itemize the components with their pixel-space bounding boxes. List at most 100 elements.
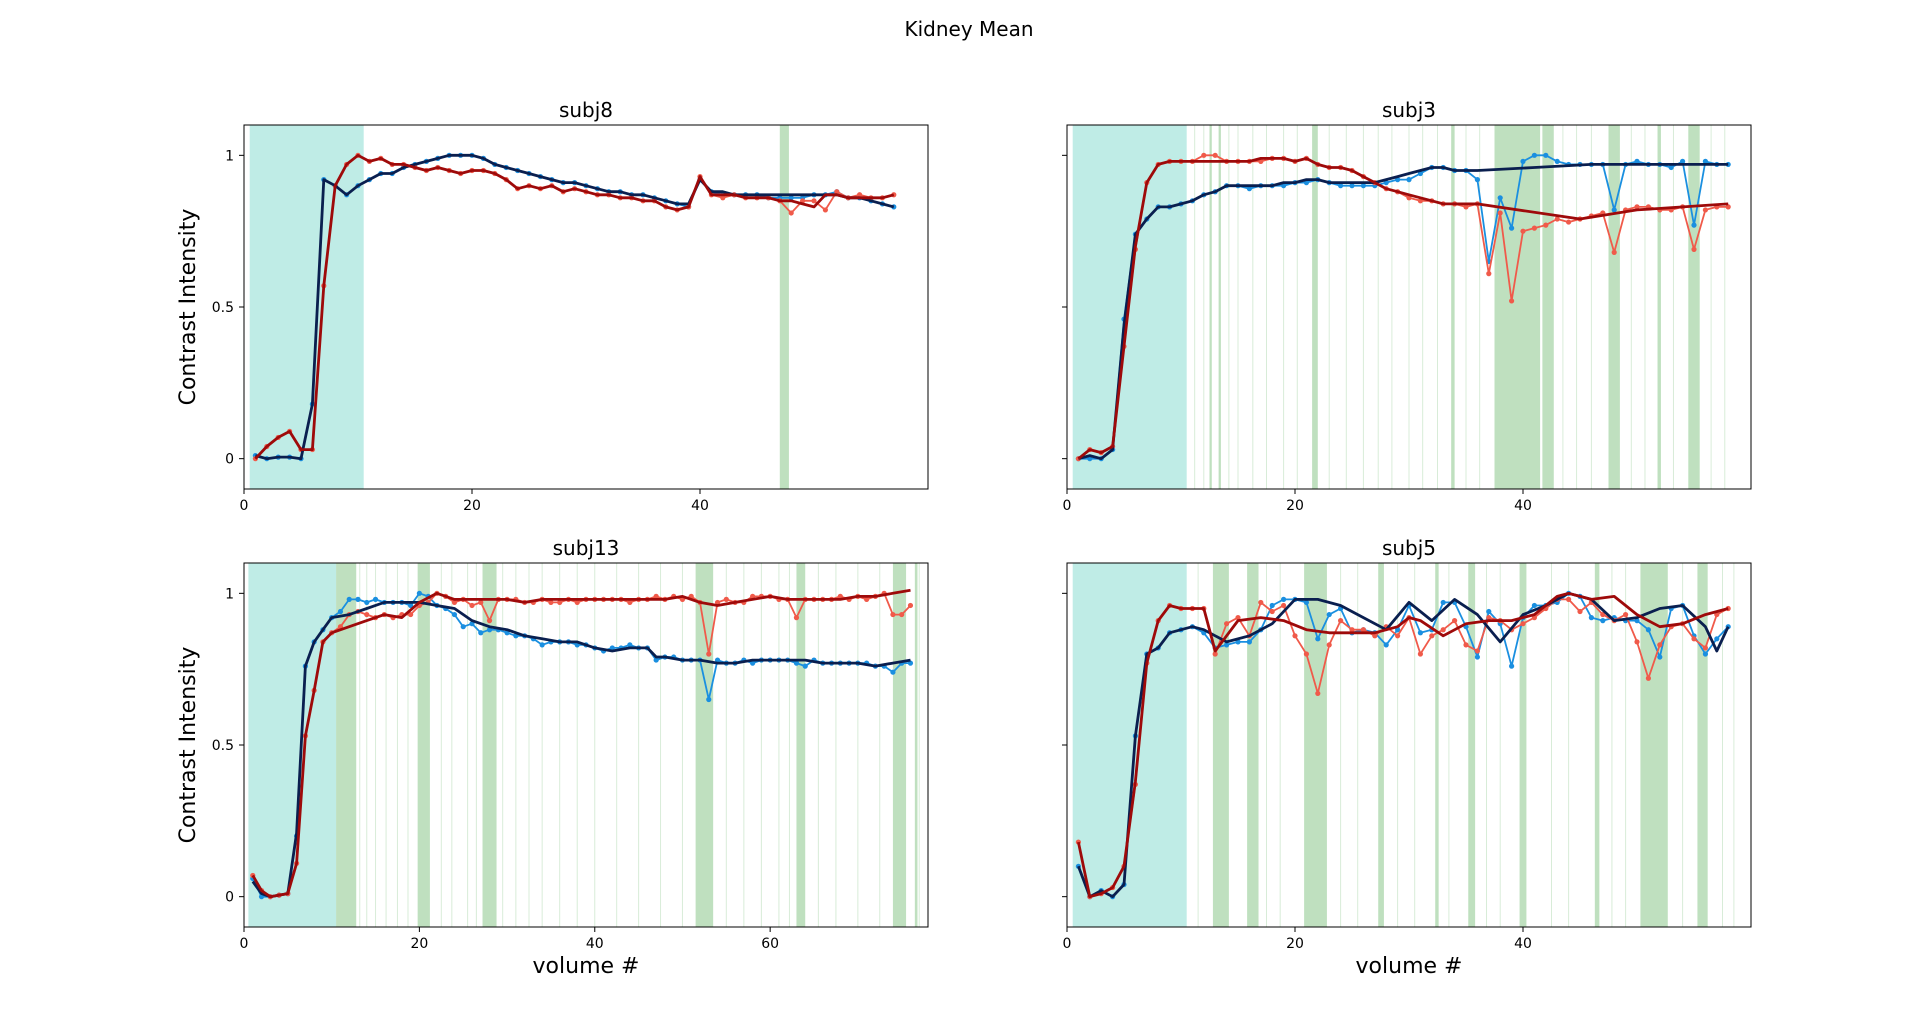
data-point-raw-blue — [337, 608, 344, 615]
data-point-raw-blue — [714, 657, 721, 663]
data-point-raw-red — [653, 593, 659, 599]
data-point-raw-blue — [416, 590, 422, 596]
data-point-raw-red — [1429, 633, 1435, 639]
data-point-raw-blue — [1680, 158, 1686, 164]
flag-span — [1218, 125, 1221, 489]
data-point-raw-red — [837, 593, 843, 599]
data-point-raw-red — [1440, 627, 1446, 633]
flag-span — [1608, 125, 1620, 489]
data-point-raw-blue — [1303, 599, 1309, 606]
data-point-raw-blue — [1281, 596, 1287, 603]
x-tick-label: 20 — [410, 936, 428, 952]
data-point-raw-blue — [478, 630, 484, 636]
data-point-raw-blue — [1554, 158, 1560, 164]
data-point-raw-red — [548, 599, 554, 606]
data-point-raw-blue — [1611, 207, 1617, 213]
data-point-raw-blue — [802, 663, 808, 669]
data-point-raw-blue — [793, 660, 800, 666]
flag-span — [779, 125, 789, 489]
data-point-raw-red — [1566, 219, 1572, 225]
series-line-smooth-blue — [1077, 591, 1730, 899]
data-point-raw-blue — [788, 195, 794, 201]
flag-span — [1304, 563, 1327, 927]
data-point-raw-red — [469, 602, 475, 609]
flag-span — [892, 563, 907, 927]
data-point-raw-red — [1235, 615, 1241, 621]
y-axis-label: Contrast Intensity — [176, 209, 201, 406]
data-point-raw-red — [1691, 636, 1697, 642]
data-point-raw-red — [864, 596, 870, 603]
flag-span — [1468, 563, 1476, 927]
data-point-raw-red — [1303, 651, 1309, 657]
data-point-raw-blue — [1531, 602, 1537, 609]
flag-span — [1519, 563, 1527, 927]
data-point-raw-blue — [486, 627, 493, 633]
data-point-raw-red — [907, 602, 914, 609]
data-point-raw-red — [1452, 618, 1458, 624]
flag-span — [695, 563, 714, 927]
data-point-raw-red — [822, 207, 829, 213]
flag-span — [1451, 125, 1455, 489]
data-point-raw-red — [1611, 249, 1617, 255]
x-tick-label: 20 — [1286, 936, 1304, 952]
data-point-raw-blue — [539, 642, 545, 648]
plot-area — [1072, 563, 1735, 927]
data-point-raw-red — [1281, 602, 1287, 609]
data-point-raw-blue — [451, 611, 458, 618]
data-point-raw-red — [1360, 627, 1366, 633]
data-point-raw-red — [1338, 618, 1344, 624]
data-point-raw-red — [1212, 651, 1218, 657]
data-point-raw-red — [1577, 608, 1583, 615]
data-point-raw-red — [1212, 152, 1218, 158]
x-tick-label: 40 — [586, 936, 604, 952]
subplot-title: subj13 — [553, 536, 620, 560]
flag-span — [796, 563, 806, 927]
subplot-title: subj5 — [1382, 536, 1436, 560]
data-point-raw-red — [1201, 152, 1207, 158]
series-line-smooth-red — [251, 588, 911, 899]
y-tick-label: 1 — [225, 586, 234, 602]
data-point-raw-red — [1463, 204, 1469, 210]
flag-span — [1494, 125, 1541, 489]
data-point-raw-blue — [1657, 654, 1663, 660]
data-point-raw-blue — [1634, 618, 1640, 624]
subplot-grid: 0 20 40 0 0.5 1 subj8 Contrast Intensity 0 20 40 su… — [176, 98, 1752, 979]
data-point-raw-red — [408, 611, 414, 618]
y-tick-label: 1 — [225, 148, 234, 164]
flag-span — [1657, 125, 1661, 489]
data-point-raw-red — [1531, 225, 1537, 231]
data-point-raw-red — [723, 596, 729, 603]
data-point-raw-red — [857, 192, 863, 198]
data-point-raw-red — [1395, 633, 1401, 639]
data-point-raw-red — [1691, 246, 1697, 252]
flag-span — [1435, 563, 1439, 927]
data-point-raw-red — [1349, 627, 1355, 633]
data-point-raw-blue — [1360, 183, 1366, 189]
flag-span — [1212, 563, 1229, 927]
x-axis-label: volume # — [533, 954, 640, 979]
x-tick-label: 40 — [1514, 936, 1532, 952]
data-point-raw-red — [1543, 222, 1549, 228]
data-point-raw-blue — [355, 596, 361, 603]
data-point-raw-red — [1509, 298, 1515, 304]
y-axis-label: Contrast Intensity — [176, 647, 201, 844]
data-point-raw-blue — [1509, 225, 1515, 231]
y-tick-label: 0.5 — [212, 738, 234, 754]
series-line-raw-blue — [251, 592, 911, 898]
x-tick-label: 40 — [691, 498, 709, 514]
data-point-raw-red — [574, 599, 580, 606]
data-point-raw-blue — [1702, 651, 1708, 657]
data-point-raw-red — [1520, 621, 1526, 627]
data-point-raw-blue — [609, 645, 615, 651]
data-point-raw-red — [720, 195, 726, 201]
data-point-raw-blue — [346, 596, 352, 603]
plot-area — [248, 563, 920, 927]
subplot-title: subj3 — [1382, 98, 1436, 122]
data-point-raw-red — [1486, 271, 1492, 277]
data-point-raw-blue — [1474, 177, 1480, 183]
flag-span — [1697, 563, 1708, 927]
flag-span — [1209, 125, 1212, 489]
flag-span — [1247, 563, 1259, 927]
data-point-raw-red — [486, 618, 493, 624]
